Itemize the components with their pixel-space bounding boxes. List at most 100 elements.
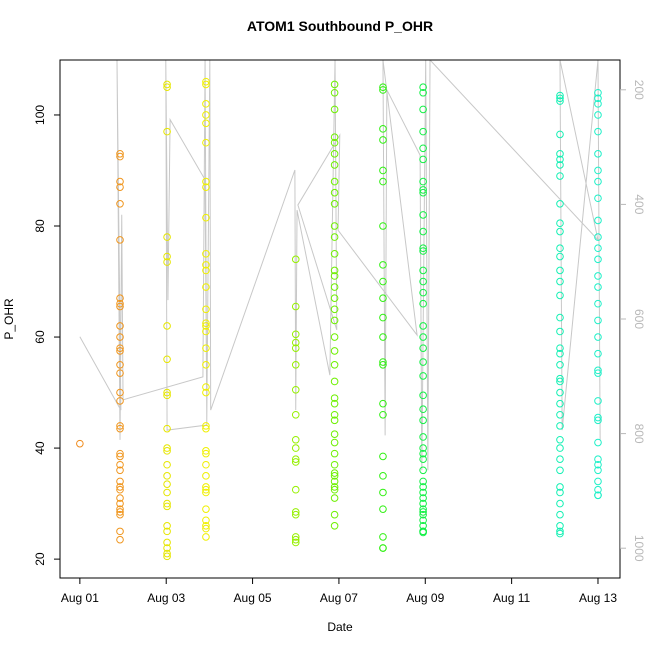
point — [163, 322, 171, 330]
point — [594, 413, 602, 422]
point — [419, 488, 427, 497]
point — [163, 355, 171, 364]
point — [379, 313, 387, 322]
point — [202, 388, 210, 397]
point — [594, 177, 602, 186]
point — [202, 533, 210, 541]
point — [594, 233, 602, 241]
point — [594, 111, 602, 119]
point — [594, 244, 602, 253]
point — [291, 485, 300, 494]
point — [556, 377, 564, 386]
point — [202, 460, 210, 469]
point — [419, 391, 427, 400]
point — [163, 544, 171, 552]
point — [379, 544, 387, 552]
point — [419, 508, 427, 516]
point — [163, 444, 171, 452]
point — [116, 424, 124, 433]
point — [556, 527, 564, 536]
point — [291, 538, 300, 547]
point — [202, 261, 210, 269]
point — [330, 361, 339, 369]
point — [202, 516, 210, 525]
point — [379, 358, 387, 366]
point — [556, 522, 564, 530]
point — [556, 291, 564, 300]
point — [419, 188, 427, 197]
point — [291, 508, 300, 516]
x-tick-label: Aug 01 — [61, 591, 99, 605]
point — [419, 344, 427, 352]
point — [291, 338, 300, 347]
point — [116, 388, 124, 397]
point — [116, 302, 124, 311]
point — [330, 150, 339, 158]
point — [379, 505, 387, 513]
point — [594, 491, 602, 500]
point — [163, 424, 171, 433]
point — [291, 302, 300, 311]
point — [163, 460, 171, 469]
point — [202, 177, 210, 186]
point — [116, 333, 124, 341]
point — [291, 535, 300, 544]
point — [202, 100, 210, 108]
x-tick-label: Aug 07 — [320, 591, 358, 605]
point — [163, 391, 171, 400]
point — [556, 252, 564, 261]
point — [116, 452, 124, 461]
point — [379, 333, 387, 341]
point — [116, 344, 124, 352]
point — [419, 247, 427, 255]
point — [330, 294, 339, 302]
y2-tick-label: 800 — [632, 424, 646, 444]
point — [556, 199, 564, 208]
point — [202, 322, 210, 330]
point — [163, 388, 171, 397]
point — [330, 138, 339, 147]
point — [330, 249, 339, 258]
point — [116, 183, 124, 191]
point — [556, 349, 564, 358]
point — [116, 347, 124, 355]
y2-tick-label: 600 — [632, 309, 646, 329]
point — [419, 449, 427, 458]
point — [330, 105, 339, 114]
point — [116, 477, 124, 486]
point — [419, 528, 427, 537]
point — [163, 549, 171, 558]
point — [163, 252, 171, 261]
point — [379, 472, 387, 480]
point — [116, 508, 124, 516]
point — [330, 449, 339, 458]
x-tick-label: Aug 03 — [147, 591, 185, 605]
point — [379, 533, 387, 541]
y-axis-label: P_OHR — [2, 298, 16, 340]
point — [556, 94, 564, 103]
point — [419, 483, 427, 491]
point — [330, 347, 339, 355]
point — [556, 313, 564, 322]
point — [330, 430, 339, 439]
x-tick-label: Aug 09 — [406, 591, 444, 605]
point — [202, 483, 210, 491]
point — [116, 397, 124, 405]
point — [556, 277, 564, 286]
point — [556, 91, 564, 100]
point — [379, 86, 387, 94]
point — [556, 435, 564, 444]
point — [556, 150, 564, 158]
point — [419, 277, 427, 286]
point — [330, 510, 339, 519]
point — [419, 186, 427, 194]
point — [379, 294, 387, 302]
point — [594, 216, 602, 225]
point — [202, 266, 210, 275]
point — [594, 127, 602, 136]
point — [163, 233, 171, 241]
point — [291, 330, 300, 339]
point — [330, 522, 339, 530]
point — [202, 488, 210, 497]
